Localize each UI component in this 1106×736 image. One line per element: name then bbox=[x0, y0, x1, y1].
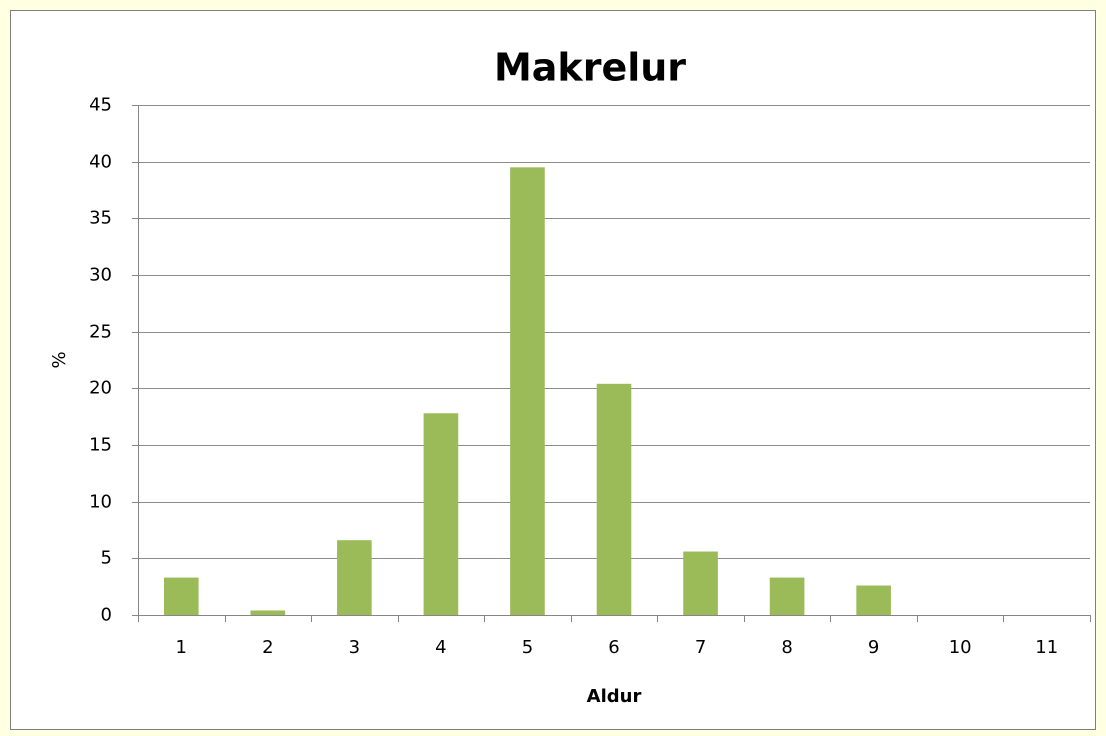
x-tick-label: 2 bbox=[262, 637, 273, 658]
x-tick-label: 7 bbox=[695, 637, 706, 658]
x-tick-label: 10 bbox=[949, 637, 972, 658]
y-tick-label: 0 bbox=[101, 605, 112, 626]
bar bbox=[769, 577, 805, 615]
x-axis-label: Aldur bbox=[587, 686, 642, 707]
y-tick-label: 45 bbox=[89, 95, 112, 116]
x-tick-label: 1 bbox=[176, 637, 187, 658]
y-axis-label: % bbox=[49, 351, 70, 368]
bar bbox=[163, 577, 199, 615]
y-tick-label: 10 bbox=[89, 492, 112, 513]
bar bbox=[337, 540, 372, 615]
bar bbox=[683, 551, 718, 615]
chart-area bbox=[10, 10, 1096, 730]
bar bbox=[423, 413, 459, 615]
y-tick-label: 25 bbox=[89, 322, 112, 343]
y-tick-label: 30 bbox=[89, 265, 112, 286]
y-tick-label: 5 bbox=[101, 548, 112, 569]
bar bbox=[856, 585, 891, 615]
bar bbox=[250, 610, 286, 615]
bar bbox=[510, 167, 545, 616]
x-tick-label: 4 bbox=[435, 637, 446, 658]
x-tick-label: 5 bbox=[522, 637, 533, 658]
x-tick-label: 11 bbox=[1035, 637, 1058, 658]
y-tick-label: 20 bbox=[89, 378, 112, 399]
bar bbox=[596, 383, 632, 615]
y-tick-label: 15 bbox=[89, 435, 112, 456]
x-tick-label: 9 bbox=[868, 637, 879, 658]
chart-title: Makrelur bbox=[494, 46, 686, 90]
y-tick-label: 40 bbox=[89, 152, 112, 173]
x-tick-label: 8 bbox=[781, 637, 792, 658]
x-tick-label: 6 bbox=[608, 637, 619, 658]
x-tick-label: 3 bbox=[349, 637, 360, 658]
y-tick-label: 35 bbox=[89, 208, 112, 229]
